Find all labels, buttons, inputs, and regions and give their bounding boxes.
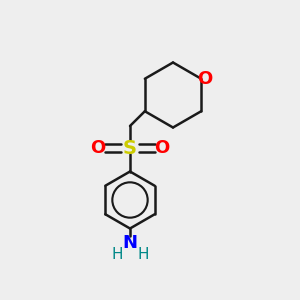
Text: O: O [90,139,106,157]
Text: O: O [197,70,213,88]
Text: O: O [154,139,169,157]
Text: S: S [123,139,137,158]
Text: H: H [137,247,149,262]
Text: N: N [122,233,137,251]
Text: H: H [111,247,123,262]
